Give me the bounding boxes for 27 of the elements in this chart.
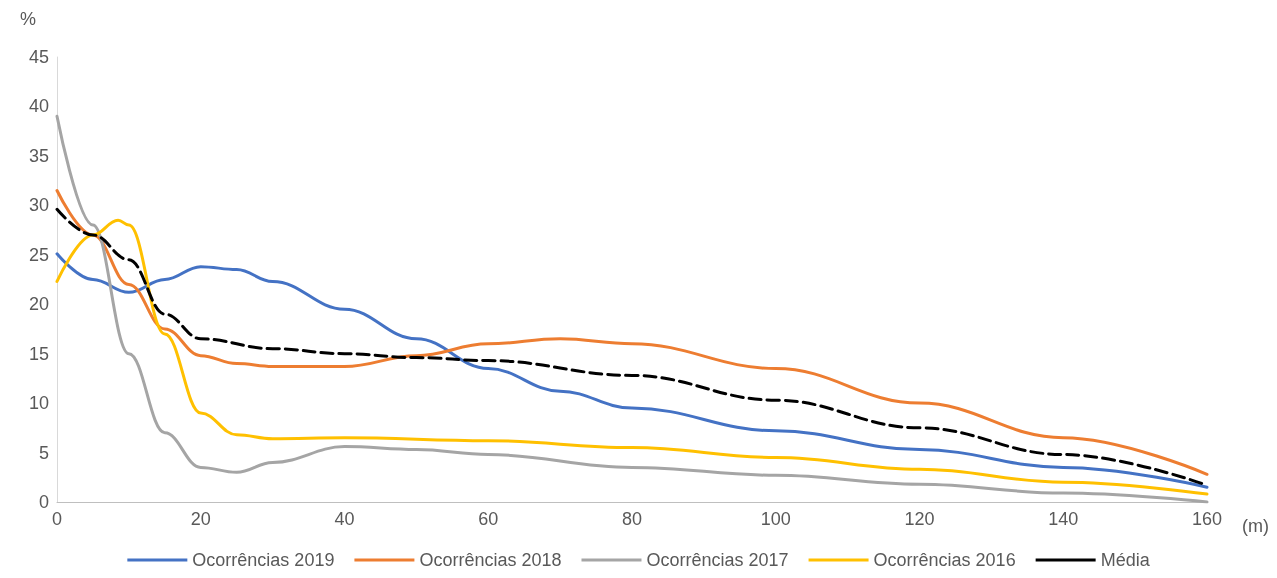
x-tick-label: 0: [51, 509, 63, 529]
x-tick-label: 40: [334, 509, 355, 529]
y-tick-label: 35: [28, 145, 49, 166]
x-tick-label: 120: [904, 509, 935, 529]
legend-label: Ocorrências 2017: [646, 550, 789, 570]
x-tick-label: 100: [760, 509, 791, 529]
legend-label: Ocorrências 2018: [419, 550, 562, 570]
y-tick-label: 10: [28, 393, 49, 414]
legend-label: Média: [1100, 550, 1151, 570]
y-tick-label: 25: [28, 244, 49, 265]
legend-label: Ocorrências 2019: [192, 550, 335, 570]
x-tick-label: 80: [621, 509, 643, 529]
y-tick-label: 5: [38, 442, 49, 463]
x-tick-label: 20: [190, 509, 211, 529]
legend-label: Ocorrências 2016: [873, 550, 1016, 570]
y-tick-label: 40: [28, 96, 49, 117]
y-axis-title: %: [20, 9, 37, 29]
y-tick-label: 30: [28, 195, 49, 216]
y-tick-label: 20: [28, 294, 49, 315]
y-tick-label: 45: [28, 47, 49, 67]
x-axis-title: (m): [1242, 516, 1269, 536]
line-series: [55, 114, 1209, 504]
y-tick-label: 15: [28, 343, 49, 364]
x-tick-label: 160: [1191, 509, 1223, 529]
x-tick-label: 140: [1048, 509, 1079, 529]
y-tick-label: 0: [38, 492, 49, 512]
x-tick-label: 60: [478, 509, 499, 529]
